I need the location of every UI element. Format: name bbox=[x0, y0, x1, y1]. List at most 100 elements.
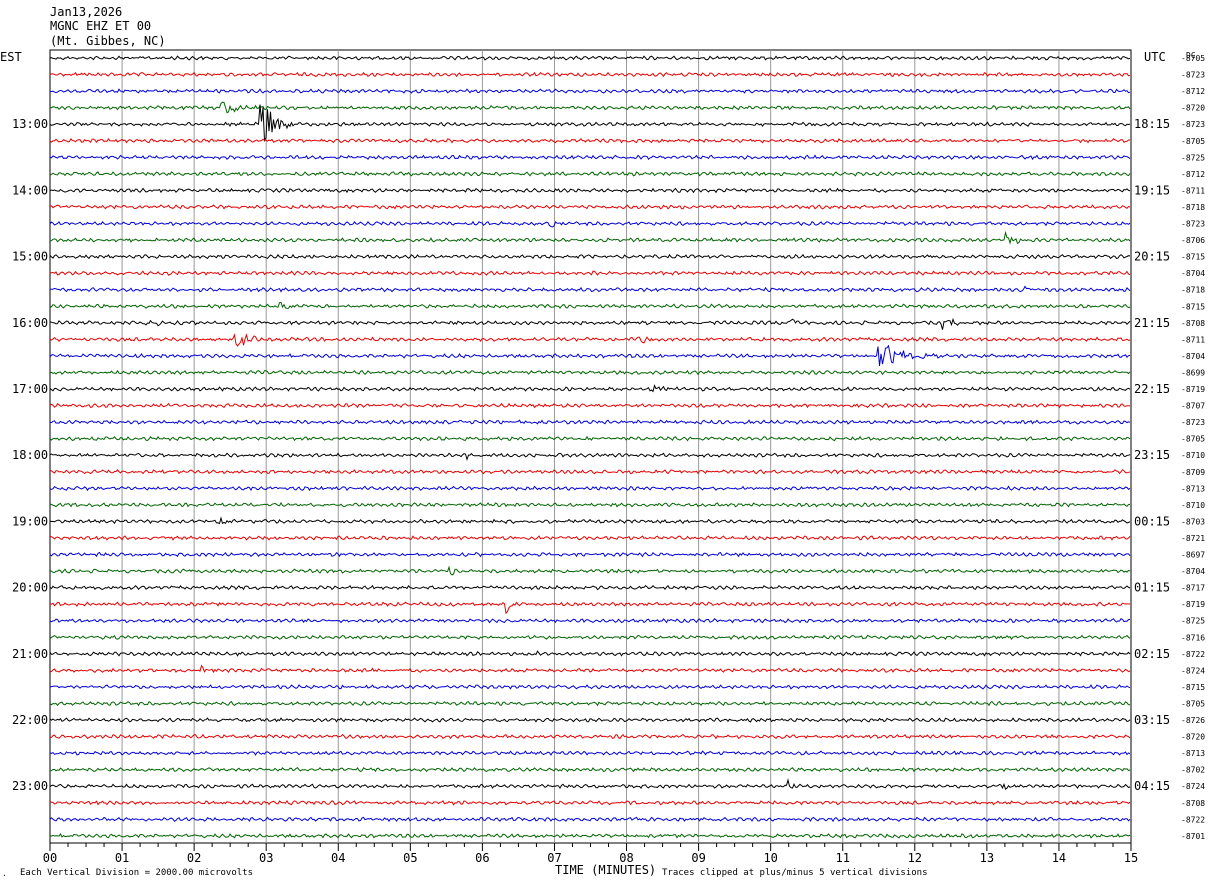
dc-offset-label: -8704 bbox=[1181, 352, 1205, 361]
trace-line bbox=[49, 452, 1131, 462]
trace-line bbox=[49, 187, 1131, 194]
x-axis-label: TIME (MINUTES) bbox=[555, 863, 656, 877]
x-tick-label: 09 bbox=[691, 851, 705, 865]
right-hour-label: 00:15 bbox=[1134, 514, 1170, 528]
x-tick-label: 07 bbox=[547, 851, 561, 865]
trace-line bbox=[50, 733, 1131, 740]
dc-offset-label: -8726 bbox=[1181, 716, 1205, 725]
x-tick-label: 10 bbox=[763, 851, 777, 865]
trace-line bbox=[49, 101, 1131, 114]
x-tick-label: 00 bbox=[43, 851, 57, 865]
dc-offset-label: -8704 bbox=[1181, 567, 1205, 576]
right-hour-label: 22:15 bbox=[1134, 382, 1170, 396]
right-hour-label: 04:15 bbox=[1134, 779, 1170, 793]
corner-mark: . bbox=[2, 869, 7, 878]
trace-line bbox=[49, 384, 1131, 393]
left-hour-label: 23:00 bbox=[12, 779, 48, 793]
left-timezone-label: EST bbox=[0, 50, 22, 64]
right-hour-label: 02:15 bbox=[1134, 647, 1170, 661]
dc-offset-label: -8711 bbox=[1181, 335, 1205, 344]
trace-line bbox=[49, 717, 1131, 723]
trace-line bbox=[49, 833, 1131, 839]
x-tick-label: 05 bbox=[403, 851, 417, 865]
dc-offset-label: -8721 bbox=[1181, 534, 1205, 543]
trace-line bbox=[49, 799, 1131, 806]
trace-line bbox=[49, 88, 1131, 94]
dc-offset-label: -8722 bbox=[1181, 815, 1205, 824]
trace-line bbox=[49, 317, 1131, 330]
dc-offset-label: -8705 bbox=[1181, 699, 1205, 708]
dc-offset-label: -8715 bbox=[1181, 683, 1205, 692]
trace-line bbox=[49, 230, 1131, 245]
dc-offset-label: -8723 bbox=[1181, 71, 1205, 80]
x-tick-label: 11 bbox=[836, 851, 850, 865]
right-hour-label: 19:15 bbox=[1134, 183, 1170, 197]
x-axis: 00 01 02 03 04 05 06 07 08 09 10 11 12 13 14 15 bbox=[43, 843, 1138, 865]
x-tick-label: 01 bbox=[115, 851, 129, 865]
x-tick-label: 08 bbox=[619, 851, 633, 865]
left-hour-label: 22:00 bbox=[12, 713, 48, 727]
left-hour-label: 13:00 bbox=[12, 117, 48, 131]
left-hour-label: 17:00 bbox=[12, 382, 48, 396]
trace-line bbox=[49, 684, 1131, 690]
x-tick-label: 15 bbox=[1124, 851, 1138, 865]
left-hour-label: 20:00 bbox=[12, 581, 48, 595]
dc-offset-label: -8711 bbox=[1181, 186, 1205, 195]
header-location: (Mt. Gibbes, NC) bbox=[50, 34, 166, 48]
dc-offset-label: -8722 bbox=[1181, 650, 1205, 659]
dc-offset-label: -8720 bbox=[1181, 104, 1205, 113]
header-date: Jan13,2026 bbox=[50, 5, 122, 19]
dc-offset-label: -8724 bbox=[1181, 666, 1205, 675]
trace-line bbox=[49, 664, 1131, 674]
x-tick-label: 12 bbox=[908, 851, 922, 865]
trace-line bbox=[49, 485, 1131, 492]
dc-offset-label: -8723 bbox=[1181, 418, 1205, 427]
right-hour-label: 20:15 bbox=[1134, 250, 1170, 264]
right-hour-labels: 18:15 19:15 20:15 21:15 22:15 23:15 00:15 01:15… bbox=[1134, 117, 1170, 793]
trace-line bbox=[49, 220, 1131, 228]
dc-offset-label: -8710 bbox=[1181, 451, 1205, 460]
right-hour-label: 03:15 bbox=[1134, 713, 1170, 727]
trace-line bbox=[49, 535, 1131, 541]
left-hour-label: 21:00 bbox=[12, 647, 48, 661]
left-hour-labels: 13:00 14:00 15:00 16:00 17:00 18:00 19:00 20:00… bbox=[12, 117, 48, 793]
left-hour-label: 18:00 bbox=[12, 448, 48, 462]
dc-offset-label: -8710 bbox=[1181, 501, 1205, 510]
trace-line bbox=[49, 204, 1131, 210]
header-station: MGNC EHZ ET 00 bbox=[50, 19, 151, 33]
trace-line bbox=[49, 551, 1131, 558]
trace-line bbox=[49, 501, 1131, 508]
scale-note: Each Vertical Division = 2000.00 microvo… bbox=[20, 868, 253, 878]
dc-offset-label: -8708 bbox=[1181, 319, 1205, 328]
dc-offset-label: -8704 bbox=[1181, 269, 1205, 278]
trace-line bbox=[49, 171, 1131, 177]
dc-offset-label: -8706 bbox=[1181, 236, 1205, 245]
trace-line bbox=[49, 778, 1131, 791]
dc-offset-label: -8717 bbox=[1181, 584, 1205, 593]
dc-offset-label: -8720 bbox=[1181, 733, 1205, 742]
trace-line bbox=[49, 402, 1131, 409]
trace-line bbox=[49, 766, 1131, 773]
trace-line bbox=[49, 285, 1131, 293]
x-tick-label: 06 bbox=[475, 851, 489, 865]
trace-line bbox=[49, 650, 1131, 657]
trace-line bbox=[49, 138, 1131, 144]
dc-offset-label: -8707 bbox=[1181, 402, 1205, 411]
trace-line bbox=[49, 71, 1131, 78]
trace-line bbox=[49, 601, 1131, 615]
dc-offset-label: -8718 bbox=[1181, 203, 1205, 212]
x-tick-label: 04 bbox=[331, 851, 345, 865]
trace-line bbox=[49, 154, 1131, 161]
x-tick-label: 14 bbox=[1052, 851, 1066, 865]
clip-note: Traces clipped at plus/minus 5 vertical … bbox=[662, 868, 928, 878]
dc-offset-label: -8709 bbox=[1181, 468, 1205, 477]
dc-offset-label: -8712 bbox=[1181, 170, 1205, 179]
right-hour-label: 21:15 bbox=[1134, 316, 1170, 330]
trace-line bbox=[49, 565, 1131, 576]
dc-offset-label: -8719 bbox=[1181, 385, 1205, 394]
x-tick-label: 02 bbox=[187, 851, 201, 865]
trace-line bbox=[49, 55, 1131, 61]
trace-line bbox=[49, 584, 1131, 591]
right-timezone-label: UTC bbox=[1144, 50, 1166, 64]
